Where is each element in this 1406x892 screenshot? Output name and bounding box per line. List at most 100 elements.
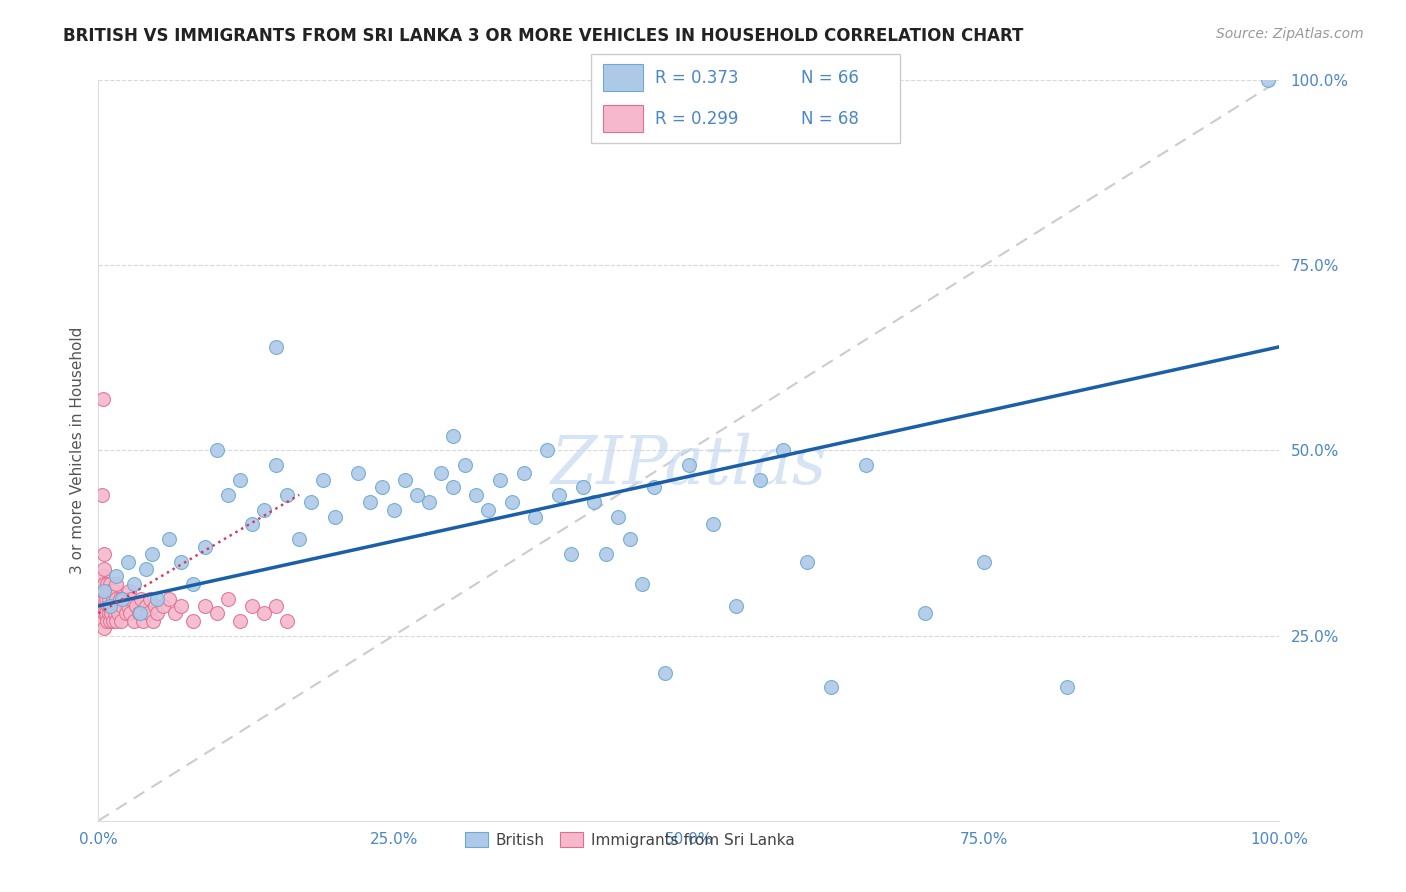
Point — [678, 458, 700, 473]
Point — [394, 473, 416, 487]
Point — [217, 591, 239, 606]
Point — [117, 599, 139, 613]
Point — [101, 591, 124, 606]
Point — [170, 555, 193, 569]
Point — [96, 614, 118, 628]
Point — [93, 562, 115, 576]
Point — [595, 547, 617, 561]
Point — [122, 576, 145, 591]
Point — [141, 547, 163, 561]
Point — [217, 488, 239, 502]
Point — [619, 533, 641, 547]
Point — [181, 614, 204, 628]
Point — [359, 495, 381, 509]
Point — [98, 599, 121, 613]
Text: R = 0.373: R = 0.373 — [655, 69, 740, 87]
Point — [288, 533, 311, 547]
Point — [347, 466, 370, 480]
Point — [110, 614, 132, 628]
Point — [914, 607, 936, 621]
Point — [418, 495, 440, 509]
Point — [93, 547, 115, 561]
Point — [194, 540, 217, 554]
Y-axis label: 3 or more Vehicles in Household: 3 or more Vehicles in Household — [69, 326, 84, 574]
Point — [101, 614, 124, 628]
Point — [105, 614, 128, 628]
Point — [240, 599, 263, 613]
Point — [465, 488, 488, 502]
Point — [571, 480, 593, 494]
Point — [98, 576, 121, 591]
Point — [105, 599, 128, 613]
Text: N = 66: N = 66 — [801, 69, 859, 87]
Point — [181, 576, 204, 591]
Point — [702, 517, 724, 532]
Point — [93, 591, 115, 606]
Point — [643, 480, 665, 494]
Point — [536, 443, 558, 458]
Point — [973, 555, 995, 569]
Text: BRITISH VS IMMIGRANTS FROM SRI LANKA 3 OR MORE VEHICLES IN HOUSEHOLD CORRELATION: BRITISH VS IMMIGRANTS FROM SRI LANKA 3 O… — [63, 27, 1024, 45]
Point — [146, 607, 169, 621]
Point — [607, 510, 630, 524]
Point — [91, 599, 114, 613]
Point — [91, 488, 114, 502]
Point — [406, 488, 429, 502]
Point — [524, 510, 547, 524]
Point — [111, 591, 134, 606]
Text: ZIPatlas: ZIPatlas — [551, 433, 827, 498]
Point — [820, 681, 842, 695]
Point — [105, 576, 128, 591]
Point — [253, 502, 276, 516]
Point — [103, 599, 125, 613]
Point — [122, 614, 145, 628]
Point — [100, 607, 122, 621]
Point — [105, 569, 128, 583]
Point — [98, 599, 121, 613]
Text: N = 68: N = 68 — [801, 110, 859, 128]
Point — [152, 599, 174, 613]
Text: Source: ZipAtlas.com: Source: ZipAtlas.com — [1216, 27, 1364, 41]
Point — [139, 591, 162, 606]
Point — [489, 473, 512, 487]
Point — [143, 599, 166, 613]
Point — [229, 473, 252, 487]
Point — [97, 584, 120, 599]
Point — [264, 340, 287, 354]
FancyBboxPatch shape — [603, 64, 643, 91]
Point — [135, 599, 157, 613]
Point — [441, 428, 464, 442]
FancyBboxPatch shape — [591, 54, 900, 143]
Point — [1257, 73, 1279, 87]
Point — [121, 591, 143, 606]
Point — [299, 495, 322, 509]
Point — [725, 599, 748, 613]
Point — [276, 614, 298, 628]
Point — [114, 607, 136, 621]
Point — [748, 473, 770, 487]
Point — [93, 621, 115, 635]
Point — [157, 591, 180, 606]
Point — [120, 607, 142, 621]
Point — [91, 392, 114, 406]
Point — [97, 599, 120, 613]
Point — [111, 599, 134, 613]
Point — [128, 607, 150, 621]
Point — [441, 480, 464, 494]
Point — [136, 607, 159, 621]
Point — [205, 443, 228, 458]
Point — [654, 665, 676, 680]
Point — [118, 584, 141, 599]
Point — [112, 591, 135, 606]
Point — [129, 591, 152, 606]
Point — [98, 614, 121, 628]
Point — [98, 584, 121, 599]
Point — [117, 555, 139, 569]
Point — [107, 607, 129, 621]
Point — [772, 443, 794, 458]
Point — [205, 607, 228, 621]
Point — [548, 488, 571, 502]
Point — [194, 599, 217, 613]
Point — [94, 607, 117, 621]
Point — [276, 488, 298, 502]
